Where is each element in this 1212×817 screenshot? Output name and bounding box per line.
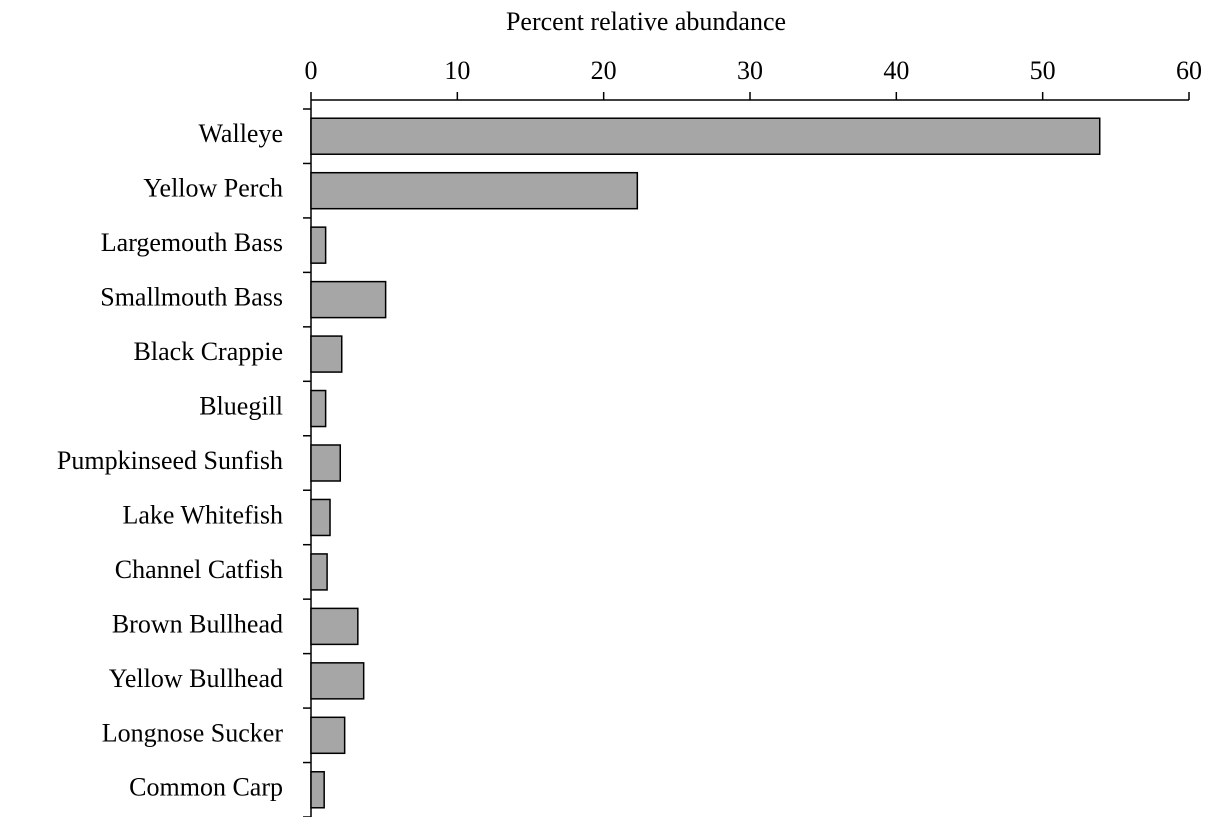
y-tick-label: Smallmouth Bass <box>100 283 283 312</box>
y-tick-label: Lake Whitefish <box>122 500 283 529</box>
x-tick-label: 20 <box>591 56 617 85</box>
bar <box>310 771 325 809</box>
bar <box>310 553 328 591</box>
bar <box>310 335 343 373</box>
x-tick-label: 30 <box>737 56 763 85</box>
y-tick-label: Brown Bullhead <box>112 609 283 638</box>
bar <box>310 498 331 537</box>
y-tick-label: Common Carp <box>129 773 283 802</box>
bar <box>310 607 359 646</box>
x-tick-label: 50 <box>1030 56 1056 85</box>
x-tick-label: 0 <box>305 56 318 85</box>
y-tick-label: Bluegill <box>199 392 283 421</box>
y-tick-label: Yellow Perch <box>143 174 283 203</box>
bar <box>310 716 346 755</box>
x-tick-label: 10 <box>444 56 470 85</box>
y-tick-label: Pumpkinseed Sunfish <box>57 446 283 475</box>
bar <box>310 662 365 700</box>
y-tick-label: Largemouth Bass <box>101 228 283 257</box>
bar <box>310 389 327 428</box>
x-tick-label: 40 <box>883 56 909 85</box>
y-tick-label: Channel Catfish <box>115 555 283 584</box>
y-tick-label: Longnose Sucker <box>102 718 284 747</box>
bar <box>310 280 387 319</box>
y-tick-label: Yellow Bullhead <box>109 664 283 693</box>
bar <box>310 226 327 264</box>
y-tick-label: Black Crappie <box>134 337 283 366</box>
bar <box>310 117 1101 155</box>
bar <box>310 444 342 482</box>
y-tick-label: Walleye <box>198 119 283 148</box>
axis-title: Percent relative abundance <box>506 7 786 36</box>
x-tick-label: 60 <box>1176 56 1202 85</box>
bar <box>310 171 639 210</box>
